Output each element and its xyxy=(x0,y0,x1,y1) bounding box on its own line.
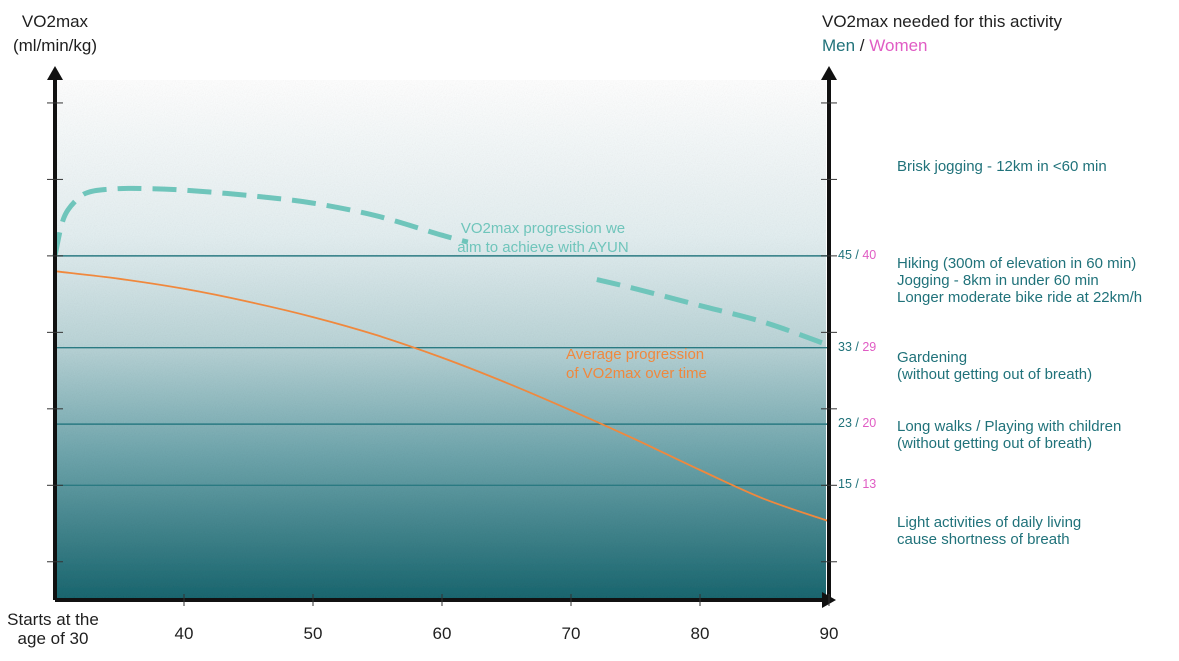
right-axis-title: VO2max needed for this activity xyxy=(822,12,1063,31)
series-line-0-b xyxy=(596,277,830,348)
axes xyxy=(47,66,837,608)
aim-annotation-line: aim to achieve with AYUN xyxy=(457,239,629,256)
x-start-label: Starts at the age of 30 xyxy=(4,610,102,648)
x-tick-label: 80 xyxy=(690,624,710,643)
activity-line: (without getting out of breath) xyxy=(897,366,1093,383)
threshold-women-value: 20 xyxy=(862,416,877,431)
y-axis-title-line: (ml/min/kg) xyxy=(12,36,98,55)
aim-series-annotation: VO2max progression we aim to achieve wit… xyxy=(430,219,656,257)
series-line-1 xyxy=(54,270,830,523)
x-tick-label: 50 xyxy=(303,624,323,643)
x-start-label-line: age of 30 xyxy=(17,629,89,648)
aim-annotation-line: VO2max progression we xyxy=(460,220,626,237)
series-line-0 xyxy=(52,185,469,257)
threshold-label: 15 / 13 xyxy=(838,477,876,491)
legend-men: Men xyxy=(822,36,856,55)
threshold-label: 33 / 29 xyxy=(838,340,876,354)
average-annotation-line: of VO2max over time xyxy=(566,365,707,382)
threshold-women-value: 13 xyxy=(862,477,877,492)
right-axis-arrow xyxy=(821,66,837,80)
activity-line: Gardening xyxy=(897,349,968,366)
threshold-men-value: 15 xyxy=(838,477,852,492)
threshold-label: 45 / 40 xyxy=(838,248,876,262)
activity-item: Long walks / Playing with children (witho… xyxy=(897,418,1121,452)
axis-ticks xyxy=(47,102,837,606)
threshold-label: 23 / 20 xyxy=(838,416,876,430)
activity-item: Brisk jogging - 12km in <60 min xyxy=(897,158,1107,175)
legend: Men / Women xyxy=(822,34,928,58)
threshold-separator: / xyxy=(851,477,863,492)
activity-line: Light activities of daily living xyxy=(897,514,1082,531)
threshold-men-value: 33 xyxy=(838,339,852,354)
activity-line: Long walks / Playing with children xyxy=(897,418,1122,435)
activity-line: Brisk jogging - 12km in <60 min xyxy=(897,158,1107,175)
threshold-separator: / xyxy=(851,247,863,262)
x-tick-label: 70 xyxy=(561,624,581,643)
x-tick-label: 90 xyxy=(819,624,839,643)
y-axis-title: VO2max (ml/min/kg) xyxy=(0,10,110,58)
threshold-men-value: 23 xyxy=(838,416,852,431)
activity-line: Jogging - 8km in under 60 min xyxy=(897,272,1099,289)
average-series-annotation: Average progression of VO2max over time xyxy=(566,345,707,383)
left-axis-arrow xyxy=(47,66,63,80)
threshold-separator: / xyxy=(851,416,863,431)
activity-item: Gardening (without getting out of breath) xyxy=(897,349,1092,383)
x-tick-label: 40 xyxy=(174,624,194,643)
threshold-lines xyxy=(55,255,829,486)
activity-item: Hiking (300m of elevation in 60 min) Jogg… xyxy=(897,255,1142,306)
activity-item: Light activities of daily living cause sh… xyxy=(897,514,1081,548)
threshold-separator: / xyxy=(851,339,863,354)
activity-line: cause shortness of breath xyxy=(897,531,1070,548)
activity-line: (without getting out of breath) xyxy=(897,435,1093,452)
x-start-label-line: Starts at the xyxy=(7,610,99,629)
threshold-women-value: 40 xyxy=(862,247,877,262)
threshold-women-value: 29 xyxy=(862,339,877,354)
threshold-men-value: 45 xyxy=(838,247,852,262)
legend-women: Women xyxy=(869,36,928,55)
average-annotation-line: Average progression xyxy=(566,346,705,363)
activity-line: Hiking (300m of elevation in 60 min) xyxy=(897,255,1137,272)
x-tick-label: 60 xyxy=(432,624,452,643)
y-axis-title-line: VO2max xyxy=(21,12,89,31)
plot-background xyxy=(55,80,826,600)
activity-line: Longer moderate bike ride at 22km/h xyxy=(897,289,1143,306)
legend-separator: / xyxy=(855,36,870,55)
series-layer xyxy=(52,185,830,523)
